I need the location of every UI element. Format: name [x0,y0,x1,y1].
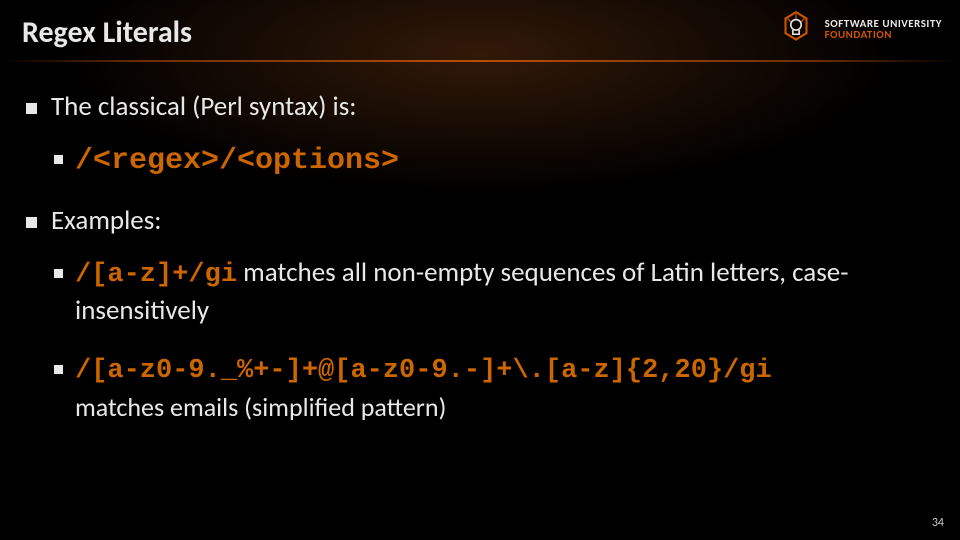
bullet-regex-syntax: /<regex>/<options> [54,141,934,182]
bullet-classical: The classical (Perl syntax) is: [26,90,934,123]
slide-title: Regex Literals [22,14,192,51]
page-number: 34 [932,516,944,530]
slide-content: The classical (Perl syntax) is: /<regex>… [26,90,934,448]
lightbulb-icon [775,8,817,50]
bullet-text: Examples: [51,204,162,237]
logo-line-2: FOUNDATION [825,29,942,40]
code-regex-template: /<regex>/<options> [75,144,399,178]
bullet-marker-icon [54,155,63,164]
bullet-marker-icon [54,269,63,278]
bullet-text: /[a-z0-9._%+-]+@[a-z0-9.-]+\.[a-z]{2,20}… [75,351,772,426]
bullet-text: /<regex>/<options> [75,141,399,182]
bullet-marker-icon [54,365,63,374]
bullet-example-latin: /[a-z]+/gi matches all non-empty sequenc… [54,255,934,330]
code-email-regex: /[a-z0-9._%+-]+@[a-z0-9.-]+\.[a-z]{2,20}… [75,356,772,386]
logo-text: SOFTWARE UNIVERSITY FOUNDATION [825,18,942,40]
bullet-text: /[a-z]+/gi matches all non-empty sequenc… [75,255,934,330]
bullet-marker-icon [26,103,37,114]
bullet-marker-icon [26,217,37,228]
bullet-examples: Examples: [26,204,934,237]
bullet-example-email: /[a-z0-9._%+-]+@[a-z0-9.-]+\.[a-z]{2,20}… [54,351,934,426]
code-latin-regex: /[a-z]+/gi [75,260,237,290]
logo: SOFTWARE UNIVERSITY FOUNDATION [775,8,942,50]
header-divider [0,60,960,62]
example-email-desc: matches emails (simplified pattern) [75,391,446,423]
bullet-text: The classical (Perl syntax) is: [51,90,357,123]
